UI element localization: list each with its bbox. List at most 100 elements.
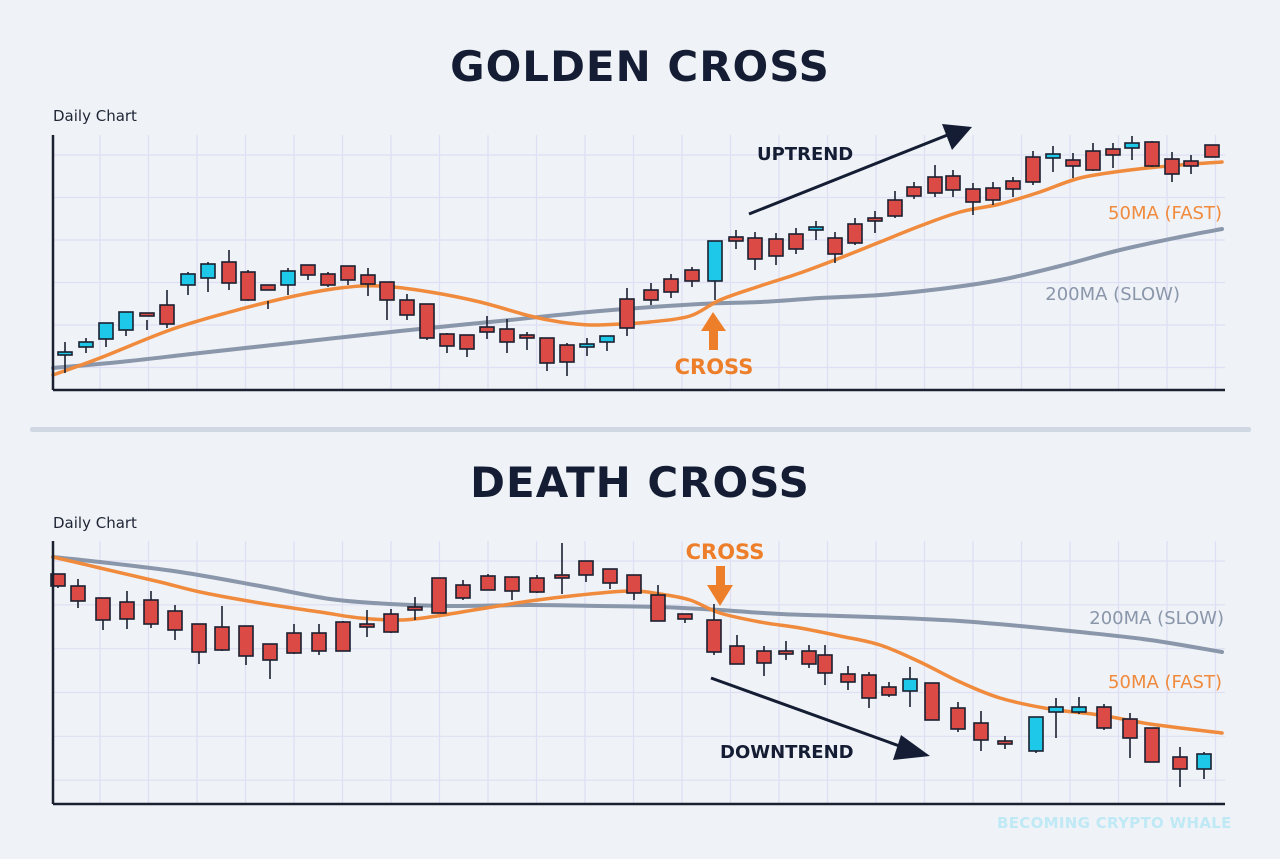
- death-cross-chart: [50, 541, 1225, 806]
- candle: [1105, 143, 1121, 168]
- candle: [95, 597, 111, 630]
- golden-cross-title: GOLDEN CROSS: [450, 42, 830, 91]
- candle: [801, 645, 817, 668]
- candle: [663, 274, 679, 298]
- candle: [578, 560, 594, 582]
- candle: [455, 580, 471, 600]
- candle: [431, 577, 447, 614]
- candle: [439, 333, 455, 353]
- candle: [788, 228, 804, 254]
- candle: [311, 624, 327, 655]
- candle: [906, 182, 922, 199]
- candle: [139, 312, 155, 330]
- candle: [1025, 151, 1041, 185]
- death-fast-ma-label: 50MA (FAST): [1108, 672, 1222, 693]
- candle: [1005, 177, 1021, 197]
- candle: [707, 240, 723, 300]
- candle: [677, 613, 693, 623]
- candles: [50, 543, 1212, 787]
- candle: [778, 641, 794, 660]
- candle: [407, 597, 423, 620]
- candle: [98, 322, 114, 347]
- candle: [602, 568, 618, 589]
- candle: [985, 182, 1001, 205]
- candle: [167, 605, 183, 640]
- candle: [626, 574, 642, 600]
- candle: [808, 221, 824, 240]
- slow-ma-line: [51, 227, 1224, 370]
- candle: [1085, 143, 1101, 171]
- candle: [867, 211, 883, 233]
- candle: [419, 303, 435, 340]
- candle: [1122, 713, 1138, 758]
- candle: [554, 543, 570, 594]
- candle: [847, 218, 863, 245]
- candle: [221, 250, 237, 290]
- candle: [768, 233, 784, 265]
- candle: [143, 591, 159, 628]
- candle: [360, 268, 376, 296]
- candle: [756, 646, 772, 676]
- candle: [728, 230, 744, 249]
- candle: [70, 579, 86, 608]
- downtrend-arrow-icon: [710, 676, 930, 760]
- candle: [119, 591, 135, 629]
- golden-cross-chart: [51, 135, 1225, 392]
- candle: [159, 290, 175, 328]
- downtrend-label: DOWNTREND: [720, 742, 854, 763]
- candle: [1096, 704, 1112, 730]
- candle: [539, 337, 555, 371]
- candle: [650, 585, 666, 622]
- candle: [861, 672, 877, 708]
- candle: [379, 281, 395, 320]
- candle: [335, 621, 351, 652]
- candles: [57, 136, 1220, 376]
- candle: [817, 645, 833, 685]
- candle: [200, 262, 216, 292]
- fast-ma-line: [51, 555, 1224, 735]
- candle: [706, 604, 722, 655]
- candle: [945, 170, 961, 197]
- uptrend-arrow-icon: [748, 124, 972, 216]
- candle: [480, 574, 496, 591]
- candle: [529, 575, 545, 593]
- candle: [191, 623, 207, 664]
- candle: [240, 270, 256, 301]
- candle: [280, 268, 296, 295]
- candle: [180, 272, 196, 295]
- death-cross-title: DEATH CROSS: [470, 458, 810, 507]
- candle: [286, 624, 302, 654]
- candle: [1144, 141, 1160, 167]
- candle: [881, 682, 897, 697]
- golden-cross-label: CROSS: [675, 355, 754, 379]
- candle: [300, 264, 316, 280]
- candle: [1028, 716, 1044, 753]
- candle: [643, 283, 659, 305]
- candle: [57, 342, 73, 373]
- candle: [1183, 155, 1199, 174]
- candle: [1045, 146, 1061, 172]
- candle: [619, 288, 635, 336]
- golden-fast-ma-label: 50MA (FAST): [1108, 203, 1222, 224]
- candle: [927, 165, 943, 197]
- watermark: BECOMING CRYPTO WHALE: [997, 814, 1232, 832]
- candle: [887, 191, 903, 218]
- golden-slow-ma-label: 200MA (SLOW): [1045, 284, 1180, 305]
- candle: [1172, 747, 1188, 787]
- candle: [118, 311, 134, 336]
- candle: [684, 267, 700, 287]
- candle: [499, 319, 515, 353]
- candle: [965, 183, 981, 215]
- candle: [504, 576, 520, 600]
- candle: [924, 682, 940, 721]
- candle: [729, 635, 745, 665]
- candle: [383, 609, 399, 633]
- candle: [950, 702, 966, 732]
- golden-chart-subtitle: Daily Chart: [53, 107, 137, 125]
- candle: [840, 666, 856, 690]
- candle: [1048, 698, 1064, 738]
- candle: [1196, 752, 1212, 779]
- candle: [459, 334, 475, 357]
- candle: [559, 343, 575, 376]
